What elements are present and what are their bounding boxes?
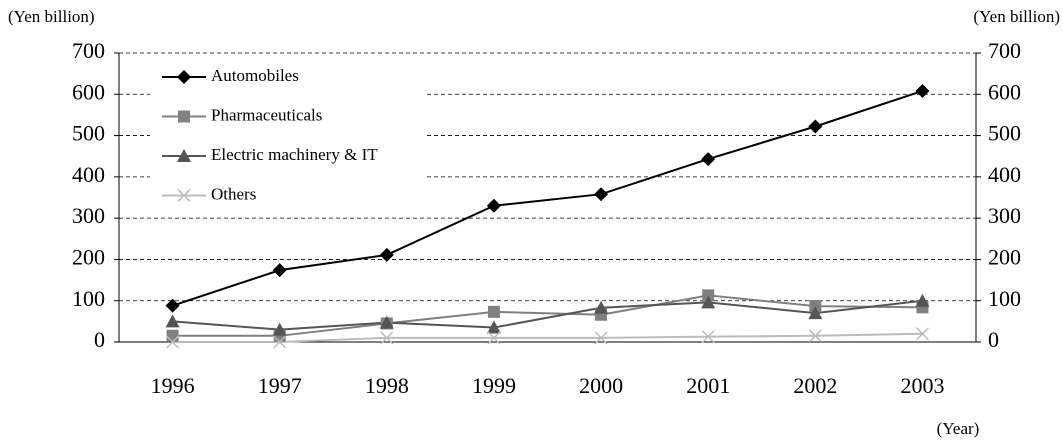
marker bbox=[808, 119, 823, 134]
x-tick-label: 2001 bbox=[686, 373, 730, 398]
marker bbox=[701, 152, 716, 167]
x-axis-label: (Year) bbox=[937, 419, 980, 438]
marker bbox=[177, 188, 191, 203]
marker bbox=[701, 295, 716, 309]
marker bbox=[379, 247, 394, 262]
legend-box bbox=[150, 60, 425, 215]
marker bbox=[379, 315, 394, 329]
marker bbox=[272, 322, 287, 336]
marker bbox=[165, 298, 180, 313]
marker bbox=[594, 187, 609, 202]
y2-tick-label: 100 bbox=[988, 286, 1021, 311]
marker bbox=[809, 300, 822, 313]
marker bbox=[915, 327, 929, 341]
marker bbox=[487, 305, 500, 318]
marker bbox=[177, 70, 191, 84]
marker bbox=[487, 331, 501, 345]
y-tick-label: 400 bbox=[72, 162, 105, 187]
y-tick-label: 700 bbox=[72, 38, 105, 63]
marker bbox=[594, 300, 609, 314]
x-tick-label: 1997 bbox=[258, 373, 302, 398]
marker bbox=[166, 335, 180, 349]
marker bbox=[177, 149, 191, 162]
legend-label: Pharmaceuticals bbox=[211, 105, 322, 124]
marker bbox=[380, 331, 394, 345]
x-tick-label: 2003 bbox=[900, 373, 944, 398]
marker bbox=[165, 314, 180, 328]
marker bbox=[808, 306, 823, 320]
legend-label: Others bbox=[211, 184, 256, 203]
series-line bbox=[172, 299, 923, 331]
marker bbox=[486, 198, 501, 213]
marker bbox=[273, 335, 287, 349]
marker bbox=[701, 330, 715, 344]
y2-axis-label: (Yen billion) bbox=[973, 7, 1060, 26]
x-tick-label: 2000 bbox=[579, 373, 623, 398]
marker bbox=[915, 83, 930, 98]
marker bbox=[702, 289, 715, 302]
marker bbox=[166, 329, 179, 342]
y2-tick-label: 700 bbox=[988, 38, 1021, 63]
marker bbox=[272, 263, 287, 278]
x-tick-label: 2002 bbox=[793, 373, 837, 398]
legend-label: Electric machinery & IT bbox=[211, 145, 378, 164]
marker bbox=[178, 110, 190, 123]
marker bbox=[915, 293, 930, 307]
y-tick-label: 600 bbox=[72, 79, 105, 104]
y2-tick-label: 400 bbox=[988, 162, 1021, 187]
marker bbox=[594, 331, 608, 345]
x-tick-label: 1998 bbox=[365, 373, 409, 398]
y2-tick-label: 200 bbox=[988, 244, 1021, 269]
x-tick-label: 1999 bbox=[472, 373, 516, 398]
y-axis-label: (Yen billion) bbox=[8, 7, 95, 26]
y2-tick-label: 0 bbox=[988, 327, 999, 352]
y-tick-label: 300 bbox=[72, 203, 105, 228]
marker bbox=[486, 320, 501, 334]
x-tick-label: 1996 bbox=[151, 373, 195, 398]
marker bbox=[808, 329, 822, 343]
series-line bbox=[172, 332, 923, 343]
y-tick-label: 500 bbox=[72, 121, 105, 146]
y2-tick-label: 300 bbox=[988, 203, 1021, 228]
y-tick-label: 0 bbox=[94, 327, 105, 352]
y-tick-label: 200 bbox=[72, 244, 105, 269]
y2-tick-label: 500 bbox=[988, 121, 1021, 146]
y-tick-label: 100 bbox=[72, 286, 105, 311]
series-line bbox=[172, 294, 923, 337]
series-line bbox=[172, 90, 923, 307]
legend-label: Automobiles bbox=[211, 66, 299, 85]
y2-tick-label: 600 bbox=[988, 79, 1021, 104]
